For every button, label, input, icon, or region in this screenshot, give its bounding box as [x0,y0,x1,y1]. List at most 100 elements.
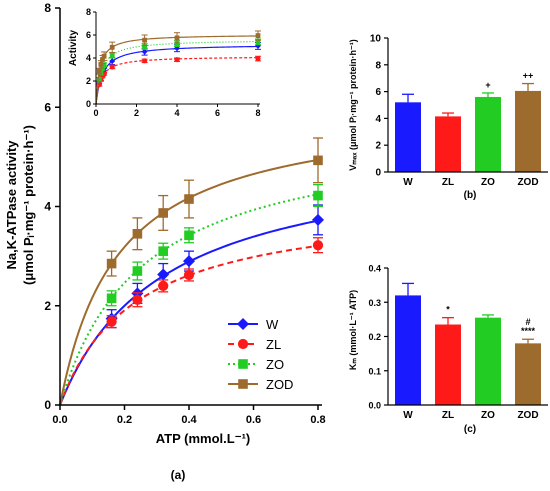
data-point-zl [312,240,324,251]
km-y-tick-label: 0.4 [368,264,381,274]
vmax-category-label: ZO [481,177,495,188]
inset-fit-curve-w [95,45,259,105]
vmax-y-tick-label: 0 [375,168,381,179]
inset-data-point-zl [142,58,148,64]
vmax-bar-w [395,102,421,172]
vmax-y-tick-label: 10 [370,34,382,45]
vmax-bar-zo [475,96,501,172]
legend-label-zod: ZOD [266,377,293,392]
vmax-category-label: W [403,177,413,188]
main-kinetics-plot: 0.0 0.2 0.4 0.6 0.8 0 2 4 6 8 ATP (mmol.L⁻¹) Na,K… [4,1,326,482]
vmax-y-tick-label: 6 [375,87,381,98]
km-category-label: ZL [442,410,454,421]
inset-data-point-zo [101,62,107,68]
vmax-significance-mark: ++ [523,71,534,81]
fit-curve-zo [59,193,319,406]
data-point-w [157,268,170,281]
panel-a-label: (a) [171,468,186,482]
vmax-bars: +++ [395,71,541,172]
inset-data-point-zo [174,41,180,47]
km-bar-zo [475,317,501,405]
km-bar-zl [435,324,461,405]
legend-marker-w [237,318,249,330]
km-bars: *****# [395,282,541,405]
km-significance-mark: # [525,317,530,327]
data-point-zl [158,280,169,291]
km-category-label: ZOD [517,410,538,421]
inset-data-point-zo [142,44,147,49]
vmax-y-tick-label: 4 [375,114,381,125]
inset-fit-curve-zl [95,57,259,105]
vmax-category-label: ZL [442,177,454,188]
inset-series-zod [95,30,261,105]
legend-marker-zod [238,379,248,389]
y-tick-label: 8 [44,1,51,15]
series-zod [59,137,323,406]
legend-marker-zl [237,338,249,350]
y-tick-label: 2 [44,299,51,313]
main-y-axis-label-line1: Na,K-ATPase activity [4,140,19,270]
data-point-zo [158,246,168,256]
km-axes: W ZL ZO ZOD 0.0 0.1 0.2 0.3 0.4 [368,264,548,421]
inset-data-point-zo [96,76,102,82]
km-y-tick-label: 0.2 [368,332,381,342]
main-x-axis-label: ATP (mmol.L⁻¹) [156,431,251,446]
main-data-marks [59,137,324,406]
data-point-zl [132,294,143,305]
data-point-zod [132,228,143,239]
inset-x-tick-label: 2 [134,108,139,118]
vmax-y-tick-label: 2 [375,141,381,152]
inset-y-tick-label: 4 [86,53,91,63]
km-y-tick-label: 0.3 [368,298,381,308]
inset-data-point-zl [255,56,261,62]
inset-data-point-zod [142,37,147,43]
x-tick-label: 0.2 [117,414,132,426]
vmax-axes: W ZL ZO ZOD 0 2 4 6 8 10 [370,34,548,188]
x-tick-label: 0.0 [52,414,67,426]
data-point-zod [106,258,117,269]
panel-b-label: (b) [464,190,477,201]
inset-x-tick-label: 8 [255,108,260,118]
vmax-bar-zl [435,116,461,172]
x-tick-label: 0.4 [181,414,197,426]
inset-data-point-zod [98,61,104,67]
inset-x-tick-label: 0 [93,108,98,118]
km-bar-w [395,295,421,405]
km-bar-zod [515,343,541,405]
legend-marker-zo [238,359,248,369]
legend-label-w: W [266,317,279,332]
km-y-tick-label: 0.0 [368,401,381,411]
data-point-zo [132,266,143,276]
vmax-y-tick-label: 8 [375,60,381,71]
inset-data-point-zl [174,57,180,63]
data-point-w [312,213,324,226]
inset-x-tick-label: 4 [174,108,179,118]
data-point-zl [183,269,195,281]
inset-data-point-zod [109,44,115,50]
vmax-bar-zod [515,90,541,172]
y-tick-label: 4 [44,200,51,214]
inset-y-tick-label: 0 [86,99,91,109]
inset-axes: 0 2 4 6 8 0 2 4 6 8 [86,7,261,118]
data-point-zo [313,190,323,201]
inset-data-point-zod [100,57,105,62]
km-significance-mark: * [446,305,450,315]
inset-data-point-zl [109,64,115,70]
inset-data-point-zod [101,53,107,59]
km-y-axis-label: Kₘ (mmol·L⁻¹ ATP) [348,290,358,370]
inset-data-point-w [109,58,116,65]
km-significance-mark: **** [521,326,536,336]
legend-label-zo: ZO [266,357,284,372]
inset-data-marks [95,30,261,105]
main-axes: 0.0 0.2 0.4 0.6 0.8 0 2 4 6 8 [44,1,325,426]
vmax-y-axis-label: Vₘₐₓ (μmol Pᵢ·mg⁻¹ protein·h⁻¹) [348,39,358,171]
data-point-w [183,255,195,268]
inset-data-point-zo [109,53,115,58]
vmax-significance-mark: + [485,80,490,90]
km-category-label: ZO [481,410,495,421]
main-legend: W ZL ZO ZOD [228,317,293,392]
legend-label-zl: ZL [266,337,281,352]
